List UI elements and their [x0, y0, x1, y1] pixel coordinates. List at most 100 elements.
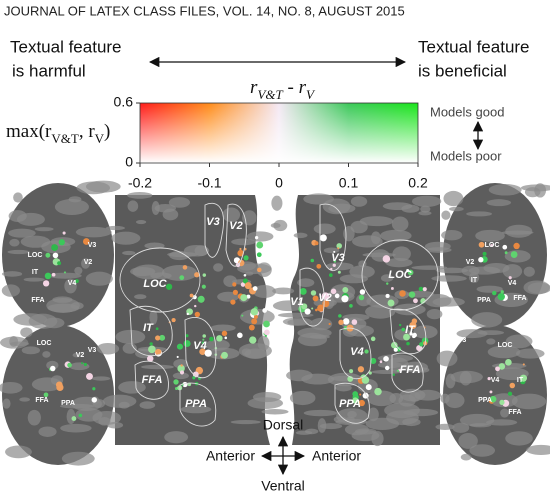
activation-spot [321, 292, 330, 300]
activation-spot [507, 391, 513, 396]
subscript: V [95, 131, 105, 146]
note: Textual feature [418, 37, 530, 56]
roi-label-small: IT [32, 269, 39, 276]
orientation-label: Ventral [261, 478, 305, 494]
activation-spot [338, 314, 342, 318]
activation-spot [91, 397, 98, 403]
sulcus [139, 401, 156, 409]
activation-spot [232, 282, 237, 287]
sulcus [271, 195, 283, 211]
activation-spot [418, 286, 424, 292]
sulcus [389, 392, 404, 404]
x-tick-label: -0.2 [128, 175, 152, 191]
activation-spot [304, 308, 311, 315]
activation-spot [422, 287, 427, 292]
sulcus [411, 265, 448, 270]
sulcus [1, 284, 20, 297]
sulcus [134, 294, 147, 300]
activation-spot [416, 344, 423, 352]
sulcus [130, 266, 156, 277]
sulcus [505, 431, 533, 446]
sulcus [74, 266, 83, 275]
sulcus [2, 398, 11, 409]
roi-label: V2 [229, 220, 242, 232]
sulcus [75, 226, 112, 238]
activation-spot [189, 293, 194, 298]
subscript: V&T [51, 131, 79, 146]
sulcus [19, 397, 31, 402]
roi-label-small: FFA [35, 397, 48, 404]
activation-spot [57, 261, 62, 266]
activation-spot [403, 333, 410, 341]
roi-label-small: LOC [485, 242, 500, 249]
sulcus [377, 361, 402, 369]
sulcus [118, 381, 146, 394]
sulcus [0, 381, 23, 394]
sulcus [303, 409, 338, 417]
activation-spot [385, 293, 390, 299]
activation-spot [351, 319, 358, 325]
note: is beneficial [418, 61, 507, 80]
activation-spot [202, 334, 206, 338]
sulcus [270, 223, 281, 228]
activation-spot [216, 335, 223, 342]
activation-spot [256, 241, 264, 249]
sulcus [277, 312, 314, 318]
sulcus [102, 394, 137, 408]
activation-spot [241, 314, 244, 317]
activation-spot [341, 295, 349, 303]
activation-spot [316, 263, 322, 269]
activation-spot [393, 347, 398, 352]
activation-spot [519, 374, 528, 382]
sulcus [420, 205, 431, 213]
activation-spot [505, 359, 512, 366]
subscript: V&T [257, 87, 283, 102]
activation-spot [165, 283, 173, 290]
activation-spot [257, 267, 262, 273]
activation-spot [192, 376, 196, 380]
activation-spot [240, 282, 246, 287]
roi-label: PPA [339, 398, 361, 410]
roi-label: FFA [142, 374, 163, 386]
roi-label: IT [143, 322, 154, 334]
sulcus [169, 250, 190, 261]
activation-spot [334, 293, 340, 299]
sulcus [431, 275, 467, 282]
roi-label: V4 [193, 340, 206, 352]
activation-spot [412, 334, 416, 339]
sulcus [323, 247, 340, 254]
activation-spot [399, 290, 406, 297]
sulcus [526, 444, 550, 456]
activation-spot [342, 286, 349, 293]
colorbar-fade [140, 103, 418, 163]
sulcus [487, 345, 521, 359]
sulcus [183, 244, 210, 257]
activation-spot [497, 292, 505, 301]
activation-spot [63, 271, 66, 274]
midline-gap [255, 195, 300, 445]
x-tick-label: 0 [275, 175, 283, 191]
activation-spot [490, 243, 494, 247]
roi-label: PPA [185, 398, 207, 410]
activation-spot [248, 324, 255, 331]
sulcus [411, 195, 442, 207]
sulcus [1, 271, 23, 277]
activation-spot [333, 259, 337, 263]
sulcus [252, 285, 276, 299]
activation-spot [409, 332, 413, 336]
sulcus [293, 232, 308, 239]
activation-spot [155, 335, 161, 341]
roi-label-small: IT [471, 277, 478, 284]
sulcus [127, 192, 153, 199]
activation-spot [180, 364, 183, 367]
sulcus [488, 184, 522, 196]
activation-spot [51, 244, 59, 251]
sulcus [23, 277, 45, 282]
text-part: ) [104, 121, 110, 142]
activation-spot [407, 269, 414, 276]
activation-spot [71, 416, 77, 422]
sulcus [7, 249, 30, 255]
sulcus [445, 373, 456, 389]
sulcus [85, 180, 121, 193]
